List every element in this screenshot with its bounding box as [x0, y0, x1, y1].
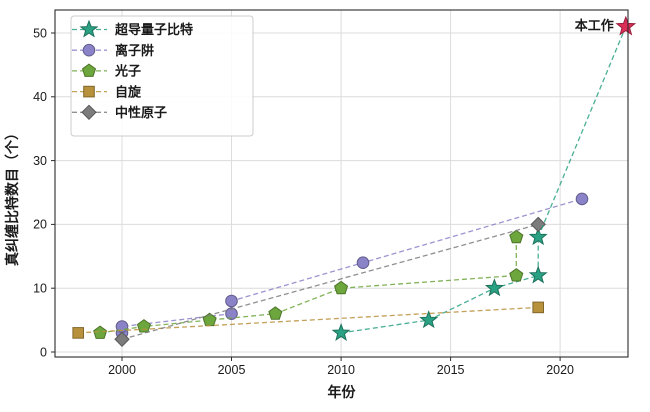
legend-marker-superconducting	[79, 19, 99, 38]
series-spin	[72, 301, 545, 339]
legend-item-ion-trap: 离子阱	[72, 43, 154, 58]
marker-photon	[334, 280, 349, 295]
legend-marker-spin	[83, 85, 95, 98]
marker-superconducting	[528, 265, 548, 284]
x-tick-label: 2010	[327, 363, 355, 377]
legend-marker-ion-trap	[82, 43, 96, 57]
legend-label-superconducting: 超导量子比特	[115, 22, 193, 37]
marker-spin	[72, 327, 85, 339]
annotation-this-work: 本工作	[537, 15, 637, 238]
legend-item-spin: 自旋	[72, 84, 142, 99]
marker-photon	[268, 306, 283, 320]
legend-marker-photon	[81, 63, 97, 77]
series-neutral-atom	[114, 216, 546, 348]
x-tick-label: 2015	[437, 363, 465, 377]
y-tick-label: 50	[33, 26, 47, 40]
x-tick-label: 2000	[108, 363, 136, 377]
annotation-connector-line	[537, 26, 627, 238]
marker-superconducting	[484, 278, 504, 297]
legend-label-photon: 光子	[114, 64, 141, 79]
legend-marker-neutral-atom	[81, 104, 97, 121]
x-axis-label: 年份	[328, 384, 357, 400]
marker-photon	[93, 325, 108, 339]
y-tick-label: 10	[33, 282, 47, 296]
legend-item-photon: 光子	[72, 63, 141, 79]
legend-label-ion-trap: 离子阱	[115, 43, 154, 58]
y-tick-label: 0	[40, 345, 47, 359]
marker-superconducting	[419, 310, 439, 329]
marker-neutral-atom	[530, 216, 546, 233]
annotation-label: 本工作	[575, 18, 614, 33]
legend-label-neutral-atom: 中性原子	[115, 105, 167, 120]
marker-superconducting	[331, 322, 351, 341]
marker-photon	[136, 319, 151, 333]
gridlines	[55, 10, 628, 357]
marker-neutral-atom	[114, 331, 130, 348]
series-photon	[93, 229, 524, 339]
marker-spin	[532, 301, 545, 314]
marker-photon	[509, 268, 524, 282]
series-line-ion-trap	[121, 198, 583, 333]
marker-ion-trap	[575, 192, 589, 206]
marker-ion-trap	[356, 256, 370, 270]
axis-ticks: 2000 2005 2010 2015 2020 0 10 20 30 40 50	[33, 26, 574, 377]
marker-photon	[509, 229, 524, 244]
legend-item-superconducting: 超导量子比特	[72, 19, 193, 38]
legend-box	[70, 15, 254, 137]
y-tick-label: 20	[33, 218, 47, 232]
y-tick-label: 40	[33, 90, 47, 104]
y-axis-label: 真纠缠比特数目（个）	[4, 126, 20, 266]
x-tick-label: 2005	[218, 363, 246, 377]
marker-ion-trap	[225, 294, 238, 308]
marker-ion-trap	[225, 307, 238, 321]
legend-item-neutral-atom: 中性原子	[72, 104, 167, 121]
annotation-star-marker	[615, 15, 637, 36]
series-line-spin	[78, 306, 539, 334]
x-tick-label: 2020	[546, 363, 574, 377]
y-tick-label: 30	[33, 154, 47, 168]
legend-label-spin: 自旋	[115, 84, 142, 99]
